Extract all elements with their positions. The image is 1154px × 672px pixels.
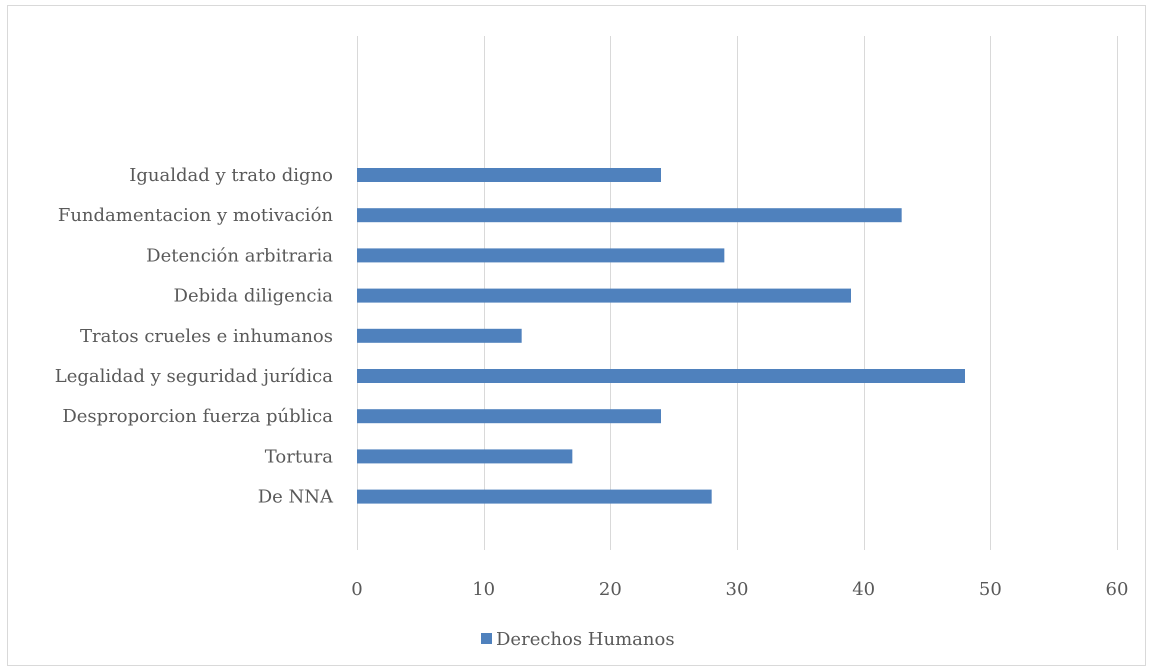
- gridlines: [357, 36, 1118, 550]
- x-tick-label: 60: [1106, 579, 1129, 600]
- category-label: Desproporcion fuerza pública: [62, 406, 333, 427]
- bar: [357, 168, 661, 182]
- bar: [357, 409, 661, 424]
- category-labels: Igualdad y trato digno Fundamentacion y m…: [55, 165, 334, 508]
- legend-swatch: [481, 633, 492, 644]
- category-label: Igualdad y trato digno: [129, 165, 333, 186]
- category-label: Tratos crueles e inhumanos: [80, 326, 333, 347]
- category-label: De NNA: [258, 487, 334, 508]
- bar: [357, 489, 712, 504]
- bar: [357, 449, 573, 464]
- bars: [357, 168, 965, 504]
- bar: [357, 328, 522, 343]
- category-label: Legalidad y seguridad jurídica: [55, 366, 334, 387]
- x-axis-tick-labels: 0 10 20 30 40 50 60: [351, 579, 1128, 600]
- legend: Derechos Humanos: [481, 629, 675, 650]
- bar: [357, 288, 851, 303]
- x-tick-label: 40: [852, 579, 875, 600]
- chart-container: [7, 5, 1146, 666]
- category-label: Fundamentacion y motivación: [58, 205, 334, 226]
- bar: [357, 208, 902, 223]
- category-label: Tortura: [265, 446, 333, 467]
- x-tick-label: 20: [599, 579, 622, 600]
- bar: [357, 369, 965, 383]
- bar: [357, 248, 725, 263]
- x-tick-label: 10: [472, 579, 495, 600]
- x-tick-label: 0: [351, 579, 362, 600]
- category-label: Debida diligencia: [174, 286, 334, 307]
- category-label: Detención arbitraria: [146, 245, 333, 266]
- x-tick-label: 50: [979, 579, 1002, 600]
- x-tick-label: 30: [726, 579, 749, 600]
- legend-label: Derechos Humanos: [496, 629, 675, 650]
